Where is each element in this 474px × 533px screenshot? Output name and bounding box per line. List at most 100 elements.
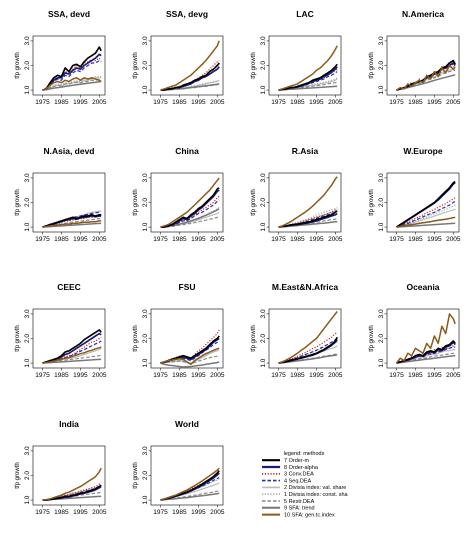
y-tick-label: 1.0 (142, 222, 149, 231)
y-tick-label: 2.0 (24, 471, 31, 480)
series-line (160, 79, 220, 91)
series-line (42, 78, 102, 91)
x-tick-label: 2005 (328, 99, 343, 106)
legend-label: 4 Seq.DEA (284, 478, 312, 484)
y-axis-label: tfp growth (133, 325, 139, 351)
y-tick-label: 3.0 (378, 36, 385, 45)
y-tick-label: 1.0 (378, 222, 385, 231)
x-tick-label: 1995 (73, 509, 88, 516)
legend-label: 3 Conv.DEA (284, 472, 314, 478)
y-tick-label: 2.0 (260, 334, 267, 343)
y-tick-label: 2.0 (24, 334, 31, 343)
series-line (278, 77, 338, 91)
panel: Oceania 1.0 2.0 3.0 1975 1985 1995 2005 tfp grow… (369, 282, 461, 379)
x-tick-label: 1995 (191, 99, 206, 106)
series-line (42, 75, 102, 91)
series-line (42, 358, 102, 364)
series-line (160, 187, 220, 228)
x-tick-label: 2005 (210, 372, 225, 379)
x-tick-label: 1985 (54, 99, 69, 106)
series-line (42, 467, 102, 501)
panel-title: FSU (179, 282, 196, 292)
x-tick-label: 1975 (389, 99, 404, 106)
panel: N.Asia, devd 1.0 2.0 3.0 1975 1985 1995 2005 tfp… (15, 146, 107, 243)
x-tick-label: 1975 (153, 236, 168, 243)
panel-title: R.Asia (292, 146, 319, 156)
x-tick-label: 1975 (389, 372, 404, 379)
y-tick-label: 2.0 (142, 198, 149, 207)
x-tick-label: 2005 (210, 509, 225, 516)
series-line (396, 345, 456, 364)
series-line (395, 313, 456, 364)
x-tick-label: 1975 (35, 99, 50, 106)
x-tick-label: 1985 (172, 236, 187, 243)
x-tick-label: 1995 (309, 99, 324, 106)
x-tick-label: 1995 (191, 236, 206, 243)
y-tick-label: 1.0 (142, 358, 149, 367)
y-axis-label: tfp growth (369, 325, 375, 351)
series-line (278, 210, 338, 228)
y-axis-label: tfp growth (369, 52, 375, 78)
series-line (396, 197, 456, 228)
y-tick-label: 1.0 (378, 358, 385, 367)
panel: W.Europe 1.0 2.0 3.0 1975 1985 1995 2005 tfp gro… (369, 146, 461, 243)
series-line (278, 81, 338, 91)
panel-title: N.Asia, devd (43, 146, 94, 156)
series-line (42, 217, 102, 228)
panel: R.Asia 1.0 2.0 3.0 1975 1985 1995 2005 tfp growt… (251, 146, 343, 243)
x-tick-label: 2005 (328, 372, 343, 379)
x-tick-label: 2005 (328, 236, 343, 243)
legend-label: 7 Order-m (284, 458, 309, 464)
panel: World 1.0 2.0 3.0 1975 1985 1995 2005 tfp growth (133, 419, 225, 516)
panel-title: W.Europe (403, 146, 442, 156)
y-axis-label: tfp growth (251, 189, 257, 215)
x-tick-label: 2005 (92, 236, 107, 243)
x-tick-label: 1985 (290, 99, 305, 106)
y-tick-label: 3.0 (142, 309, 149, 318)
x-tick-label: 1995 (191, 372, 206, 379)
series-line (396, 180, 456, 228)
series-line (396, 204, 456, 228)
series-line (278, 206, 338, 228)
series-line (278, 45, 338, 91)
y-tick-label: 2.0 (24, 198, 31, 207)
x-tick-label: 2005 (92, 509, 107, 516)
y-tick-label: 2.0 (142, 61, 149, 70)
y-tick-label: 3.0 (260, 309, 267, 318)
legend-label: 5 Restr.DEA (284, 499, 315, 505)
y-axis-label: tfp growth (133, 462, 139, 488)
panel: FSU 1.0 2.0 3.0 1975 1985 1995 2005 tfp growth (133, 282, 225, 379)
x-tick-label: 2005 (446, 99, 461, 106)
y-axis-label: tfp growth (369, 189, 375, 215)
x-tick-label: 1975 (35, 372, 50, 379)
series-line (278, 311, 338, 364)
y-tick-label: 2.0 (142, 334, 149, 343)
x-tick-label: 1985 (54, 509, 69, 516)
y-tick-label: 3.0 (260, 173, 267, 182)
x-tick-label: 1995 (309, 236, 324, 243)
x-tick-label: 1975 (153, 372, 168, 379)
series-line (278, 85, 338, 91)
panel: LAC 1.0 2.0 3.0 1975 1985 1995 2005 tfp growth (251, 9, 343, 106)
x-tick-label: 2005 (92, 372, 107, 379)
series-line (42, 484, 102, 501)
panel-title: SSA, devg (166, 9, 208, 19)
y-tick-label: 1.0 (378, 85, 385, 94)
y-tick-label: 1.0 (142, 495, 149, 504)
series-line (42, 354, 102, 364)
x-tick-label: 2005 (446, 372, 461, 379)
x-tick-label: 1995 (191, 509, 206, 516)
panels-grid: SSA, devd 1.0 2.0 3.0 1975 1985 1995 2005 tfp gr… (15, 9, 461, 516)
legend-label: 10 SFA: gen.tc.index (284, 512, 335, 518)
series-line (396, 340, 456, 364)
y-axis-label: tfp growth (15, 189, 21, 215)
legend-label: 9 SFA: trend (284, 506, 315, 512)
series-line (278, 208, 338, 228)
y-tick-label: 3.0 (378, 309, 385, 318)
panel-title: Oceania (406, 282, 439, 292)
panel: India 1.0 2.0 3.0 1975 1985 1995 2005 tfp growth (15, 419, 107, 516)
x-tick-label: 1985 (290, 372, 305, 379)
y-tick-label: 3.0 (24, 173, 31, 182)
series-line (160, 40, 220, 91)
legend-title: legend: methods (284, 451, 325, 457)
